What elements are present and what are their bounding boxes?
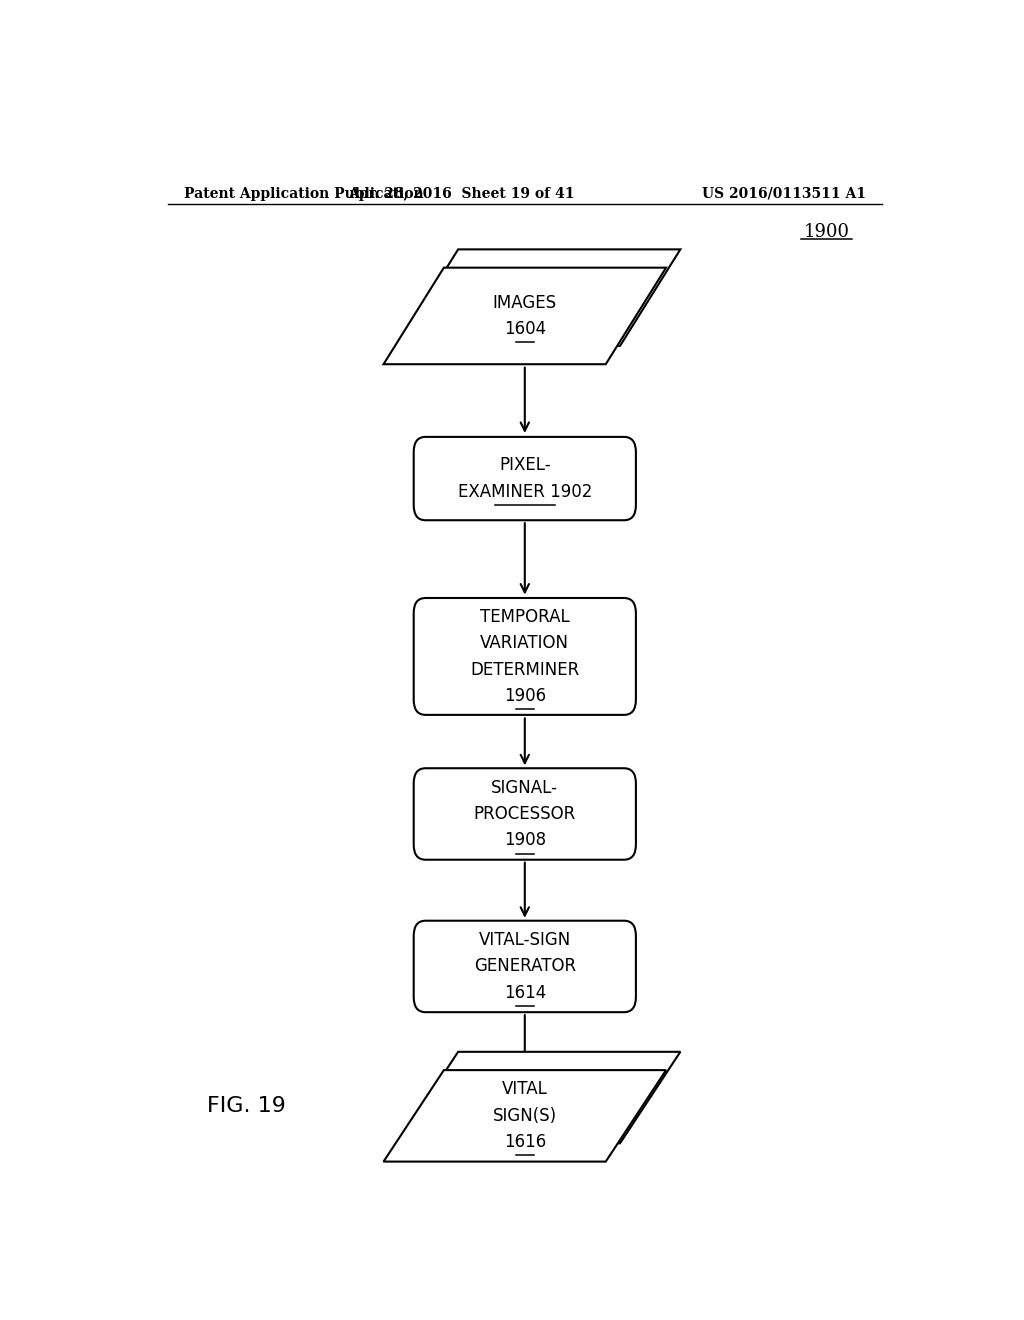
Polygon shape	[384, 1071, 666, 1162]
FancyBboxPatch shape	[414, 768, 636, 859]
Text: 1604: 1604	[504, 321, 546, 338]
FancyBboxPatch shape	[414, 598, 636, 715]
FancyBboxPatch shape	[414, 921, 636, 1012]
Text: 1908: 1908	[504, 832, 546, 849]
Text: SIGN(S): SIGN(S)	[493, 1107, 557, 1125]
Text: VITAL: VITAL	[502, 1081, 548, 1098]
Text: Apr. 28, 2016  Sheet 19 of 41: Apr. 28, 2016 Sheet 19 of 41	[348, 187, 574, 201]
Text: PIXEL-: PIXEL-	[499, 457, 551, 474]
Text: US 2016/0113511 A1: US 2016/0113511 A1	[702, 187, 866, 201]
Text: SIGNAL-: SIGNAL-	[492, 779, 558, 796]
Polygon shape	[397, 1052, 680, 1143]
Polygon shape	[384, 268, 666, 364]
FancyBboxPatch shape	[414, 437, 636, 520]
Text: EXAMINER 1902: EXAMINER 1902	[458, 483, 592, 500]
Text: TEMPORAL: TEMPORAL	[480, 607, 569, 626]
Text: VARIATION: VARIATION	[480, 634, 569, 652]
Text: 1906: 1906	[504, 688, 546, 705]
Text: PROCESSOR: PROCESSOR	[474, 805, 575, 822]
Text: 1900: 1900	[804, 223, 849, 240]
Polygon shape	[397, 249, 680, 346]
Text: FIG. 19: FIG. 19	[207, 1096, 287, 1115]
Text: GENERATOR: GENERATOR	[474, 957, 575, 975]
Text: Patent Application Publication: Patent Application Publication	[183, 187, 423, 201]
Text: 1616: 1616	[504, 1134, 546, 1151]
Text: VITAL-SIGN: VITAL-SIGN	[478, 931, 571, 949]
Text: IMAGES: IMAGES	[493, 294, 557, 312]
Text: DETERMINER: DETERMINER	[470, 660, 580, 678]
Text: 1614: 1614	[504, 983, 546, 1002]
